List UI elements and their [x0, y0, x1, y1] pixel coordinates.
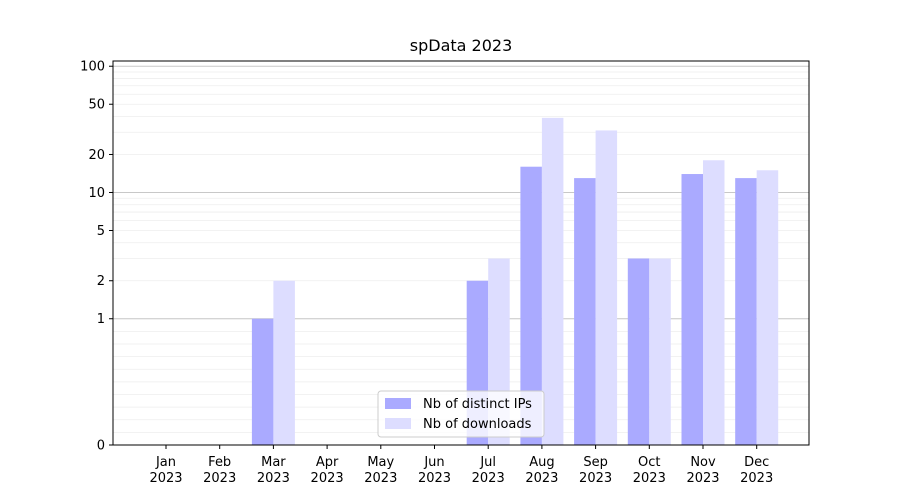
legend: Nb of distinct IPs Nb of downloads — [377, 390, 545, 438]
bar-downloads — [649, 258, 671, 445]
legend-swatch — [385, 418, 411, 429]
x-tick-label-month: Feb — [208, 455, 231, 470]
x-tick-label-year: 2023 — [686, 471, 719, 486]
bar-distinct-ips — [574, 178, 596, 445]
y-tick-label: 20 — [88, 148, 105, 163]
x-tick-label-year: 2023 — [525, 471, 558, 486]
plot-frame — [112, 60, 810, 446]
legend-box — [377, 390, 545, 438]
x-tick-label-month: Apr — [316, 455, 339, 470]
y-tick-label: 1 — [97, 312, 105, 327]
bar-distinct-ips — [681, 174, 703, 445]
x-tick-label-year: 2023 — [418, 471, 451, 486]
x-tick-label-month: May — [367, 455, 394, 470]
y-tick-label: 0 — [97, 439, 105, 454]
bar-downloads — [756, 170, 779, 445]
bars — [251, 117, 779, 446]
bar-downloads — [273, 280, 295, 445]
x-tick-label-month: Jan — [155, 455, 176, 470]
x-tick-label-month: Nov — [690, 455, 716, 470]
y-tick-label: 5 — [97, 224, 105, 239]
bar-distinct-ips — [735, 178, 757, 445]
y-tick-label: 2 — [97, 274, 105, 289]
x-tick-label-year: 2023 — [633, 471, 666, 486]
x-tick-label-year: 2023 — [740, 471, 773, 486]
bar-distinct-ips — [627, 258, 650, 445]
x-tick-label-year: 2023 — [149, 471, 182, 486]
x-tick-label-month: Jun — [423, 455, 444, 470]
bar-downloads — [595, 130, 618, 445]
x-tick-label-month: Sep — [583, 455, 608, 470]
x-tick-label-month: Aug — [529, 455, 554, 470]
legend-label: Nb of distinct IPs — [423, 397, 532, 412]
x-tick-label-year: 2023 — [203, 471, 236, 486]
x-tick-label-year: 2023 — [579, 471, 612, 486]
y-axis: 0 1 2 5 10 20 50 100 — [80, 60, 113, 454]
x-tick-label-month: Mar — [261, 455, 286, 470]
y-tick-label: 100 — [80, 60, 105, 75]
x-tick-label-month: Jul — [479, 455, 496, 470]
x-tick-label-year: 2023 — [472, 471, 505, 486]
chart-title: spData 2023 — [410, 36, 513, 55]
y-tick-label: 10 — [88, 186, 105, 201]
x-axis: Jan2023Feb2023Mar2023Apr2023May2023Jun20… — [149, 445, 773, 486]
x-tick-label-month: Oct — [638, 455, 660, 470]
x-tick-label-year: 2023 — [311, 471, 344, 486]
x-tick-label-month: Dec — [744, 455, 769, 470]
x-tick-label-year: 2023 — [364, 471, 397, 486]
bar-downloads — [541, 117, 564, 446]
bar-distinct-ips — [251, 318, 274, 445]
x-tick-label-year: 2023 — [257, 471, 290, 486]
y-tick-label: 50 — [88, 98, 105, 113]
legend-swatch — [385, 398, 411, 409]
bar-distinct-ips — [520, 166, 542, 445]
bar-downloads — [703, 160, 725, 445]
legend-label: Nb of downloads — [423, 417, 532, 432]
